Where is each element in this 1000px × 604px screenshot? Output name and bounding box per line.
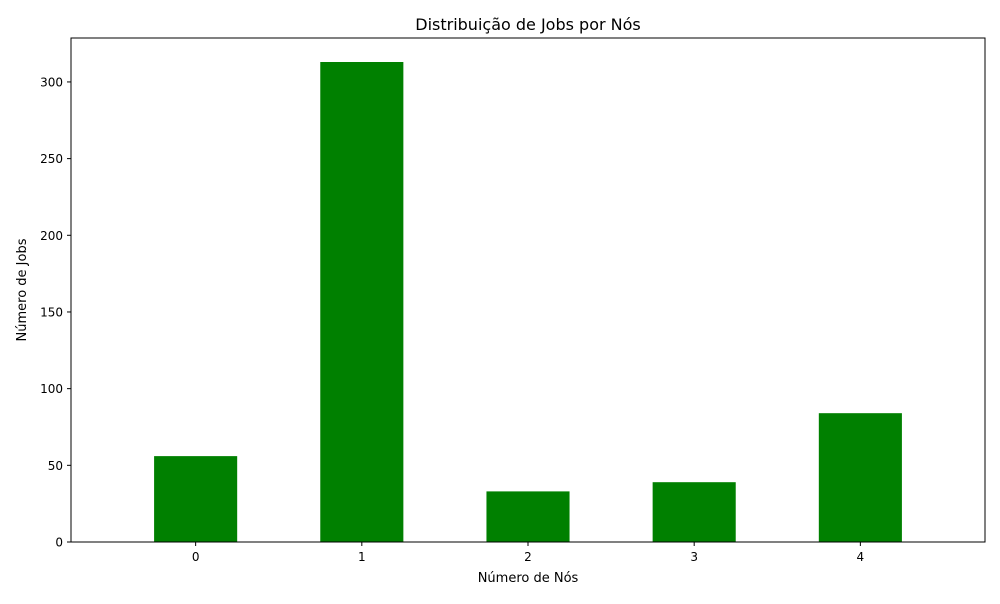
- x-tick-label-2: 2: [524, 550, 532, 564]
- bar-4: [818, 413, 902, 542]
- y-tick-label-100: 100: [40, 382, 63, 396]
- bars-layer: [154, 62, 902, 542]
- bar-2: [486, 491, 570, 542]
- y-tick-label-200: 200: [40, 229, 63, 243]
- y-tick-label-0: 0: [55, 536, 63, 550]
- y-axis: 0 50 100 150 200 250 300: [40, 75, 71, 550]
- x-tick-label-4: 4: [857, 550, 865, 564]
- bar-3: [652, 482, 736, 542]
- x-tick-label-0: 0: [192, 550, 200, 564]
- x-axis: 0 1 2 3 4: [192, 542, 864, 564]
- y-tick-label-300: 300: [40, 75, 63, 89]
- y-tick-label-250: 250: [40, 152, 63, 166]
- bar-0: [154, 456, 238, 542]
- bar-1: [320, 62, 404, 542]
- x-tick-label-1: 1: [358, 550, 366, 564]
- y-axis-label: Número de Jobs: [15, 238, 30, 341]
- y-tick-label-50: 50: [48, 459, 63, 473]
- y-tick-label-150: 150: [40, 305, 63, 319]
- chart-title: Distribuição de Jobs por Nós: [415, 15, 641, 34]
- x-axis-label: Número de Nós: [478, 571, 579, 586]
- x-tick-label-3: 3: [690, 550, 698, 564]
